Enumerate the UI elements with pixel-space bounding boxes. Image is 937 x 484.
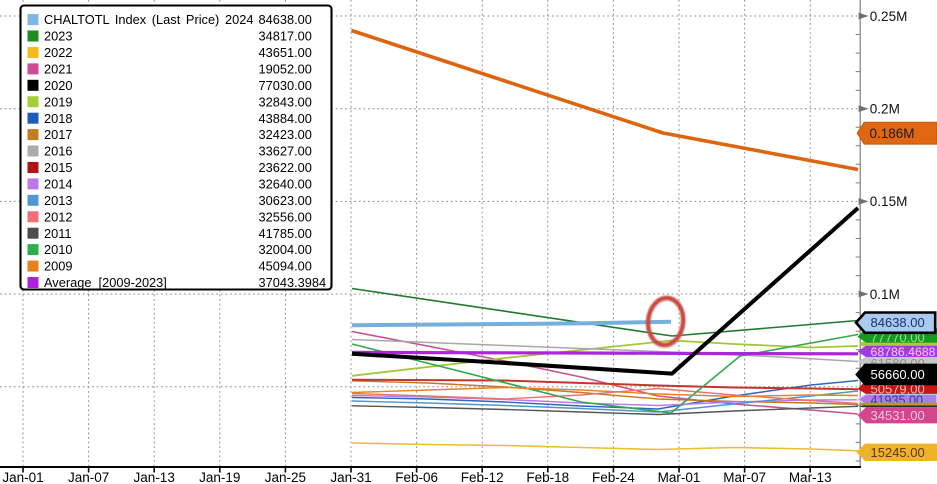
svg-text:84638.00: 84638.00 <box>259 12 312 27</box>
svg-text:Mar-07: Mar-07 <box>723 470 766 484</box>
svg-text:Jan-07: Jan-07 <box>68 470 109 484</box>
svg-text:2009: 2009 <box>44 259 72 274</box>
svg-text:0.2M: 0.2M <box>870 102 900 117</box>
svg-text:2014: 2014 <box>44 177 72 192</box>
svg-text:2016: 2016 <box>44 144 72 159</box>
svg-text:2018: 2018 <box>44 111 72 126</box>
svg-text:2010: 2010 <box>44 242 72 257</box>
svg-text:43651.00: 43651.00 <box>259 45 312 60</box>
svg-text:2015: 2015 <box>44 160 72 175</box>
svg-text:Feb-12: Feb-12 <box>461 470 504 484</box>
svg-text:Average [2009-2023]: Average [2009-2023] <box>44 275 167 290</box>
svg-text:2020: 2020 <box>44 78 72 93</box>
svg-text:2012: 2012 <box>44 209 72 224</box>
svg-text:32423.00: 32423.00 <box>259 127 312 142</box>
svg-text:41785.00: 41785.00 <box>259 226 312 241</box>
svg-text:2013: 2013 <box>44 193 72 208</box>
svg-text:0.15M: 0.15M <box>870 194 908 209</box>
svg-text:77030.00: 77030.00 <box>259 78 312 93</box>
svg-text:Jan-19: Jan-19 <box>199 470 240 484</box>
svg-text:0.25M: 0.25M <box>870 9 908 24</box>
svg-text:56660.00: 56660.00 <box>871 367 925 382</box>
svg-text:19052.00: 19052.00 <box>259 62 312 77</box>
svg-text:2023: 2023 <box>44 29 72 44</box>
svg-text:32640.00: 32640.00 <box>259 177 312 192</box>
svg-text:Jan-31: Jan-31 <box>330 470 371 484</box>
svg-text:2019: 2019 <box>44 94 72 109</box>
svg-text:0.1M: 0.1M <box>870 287 900 302</box>
svg-text:2022: 2022 <box>44 45 72 60</box>
svg-text:Feb-24: Feb-24 <box>592 470 635 484</box>
svg-text:Feb-18: Feb-18 <box>526 470 569 484</box>
svg-text:Mar-13: Mar-13 <box>789 470 832 484</box>
svg-text:34817.00: 34817.00 <box>259 29 312 44</box>
svg-text:33627.00: 33627.00 <box>259 144 312 159</box>
svg-text:34531.00: 34531.00 <box>871 408 925 423</box>
svg-text:68786.4688: 68786.4688 <box>871 345 936 359</box>
svg-text:32843.00: 32843.00 <box>259 94 312 109</box>
svg-text:45094.00: 45094.00 <box>259 259 312 274</box>
svg-text:32556.00: 32556.00 <box>259 209 312 224</box>
svg-text:2021: 2021 <box>44 62 72 77</box>
svg-text:CHALTOTL Index (Last Price) 20: CHALTOTL Index (Last Price) 2024 <box>44 12 253 27</box>
svg-text:43884.00: 43884.00 <box>259 111 312 126</box>
svg-text:37043.3984: 37043.3984 <box>259 275 327 290</box>
svg-text:30623.00: 30623.00 <box>259 193 312 208</box>
svg-text:2011: 2011 <box>44 226 72 241</box>
svg-text:Mar-01: Mar-01 <box>658 470 701 484</box>
svg-text:15245.00: 15245.00 <box>871 445 925 460</box>
svg-text:23622.00: 23622.00 <box>259 160 312 175</box>
svg-text:Jan-13: Jan-13 <box>134 470 175 484</box>
svg-text:84638.00: 84638.00 <box>871 315 925 330</box>
svg-text:Jan-01: Jan-01 <box>2 470 43 484</box>
svg-text:2017: 2017 <box>44 127 72 142</box>
svg-text:Jan-25: Jan-25 <box>265 470 306 484</box>
svg-text:32004.00: 32004.00 <box>259 242 312 257</box>
svg-text:0.186M: 0.186M <box>870 126 915 141</box>
svg-text:Feb-06: Feb-06 <box>395 470 438 484</box>
